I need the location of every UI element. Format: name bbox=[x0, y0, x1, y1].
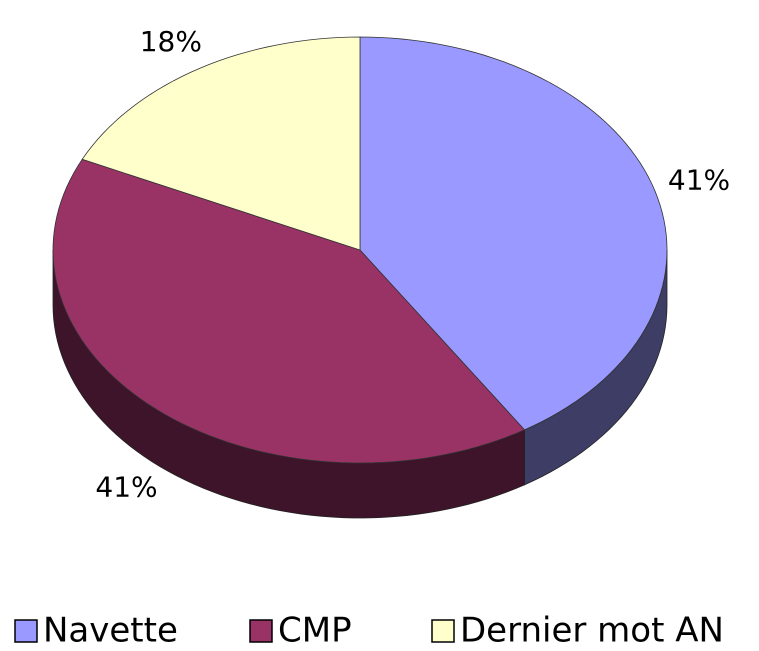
legend-swatch bbox=[14, 619, 38, 643]
legend-swatch bbox=[431, 619, 455, 643]
legend-label: CMP bbox=[278, 611, 352, 651]
slice bbox=[359, 36, 668, 431]
data-label: 18% bbox=[140, 25, 202, 58]
legend-label: Navette bbox=[43, 611, 178, 651]
legend-swatch bbox=[249, 619, 273, 643]
slice bbox=[81, 36, 361, 251]
data-label: 41% bbox=[668, 164, 730, 197]
slice bbox=[52, 158, 526, 464]
data-label: 41% bbox=[95, 471, 157, 504]
legend-label: Dernier mot AN bbox=[460, 611, 724, 651]
